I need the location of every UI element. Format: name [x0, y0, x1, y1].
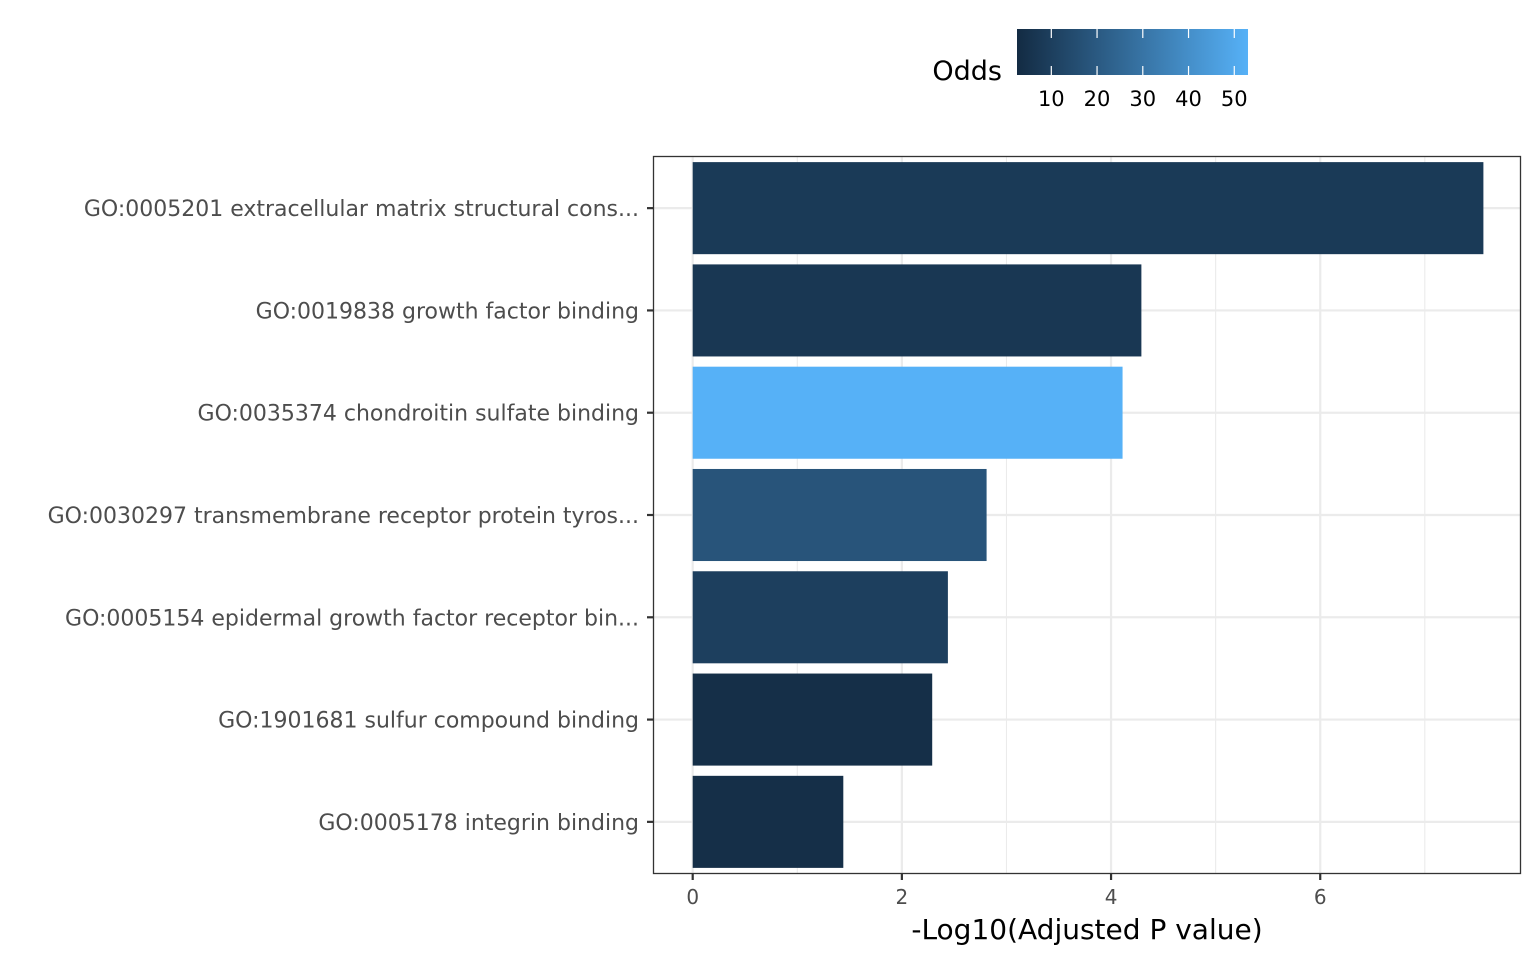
legend: Odds 10 20 30 40 50: [932, 29, 1248, 111]
colorbar-tick-label: 10: [1038, 87, 1065, 111]
x-tick-label: 2: [896, 885, 909, 909]
x-tick-label: 0: [686, 885, 699, 909]
bar: [692, 468, 987, 562]
bar: [692, 571, 948, 664]
bar: [692, 264, 1142, 357]
bar: [692, 673, 933, 766]
y-tick-label: GO:0005154 epidermal growth factor recep…: [65, 606, 639, 631]
x-axis: 0 2 4 6: [686, 873, 1327, 909]
y-axis: GO:0005201 extracellular matrix structur…: [48, 197, 654, 836]
colorbar: [1017, 29, 1248, 75]
bar: [692, 366, 1123, 459]
y-tick-label: GO:0035374 chondroitin sulfate binding: [198, 402, 639, 427]
y-tick-label: GO:1901681 sulfur compound binding: [218, 709, 639, 734]
y-tick-label: GO:0019838 growth factor binding: [256, 299, 639, 324]
y-tick-label: GO:0030297 transmembrane receptor protei…: [48, 504, 639, 529]
colorbar-tick-label: 40: [1175, 87, 1202, 111]
y-tick-label: GO:0005178 integrin binding: [318, 811, 639, 836]
bar: [692, 775, 844, 868]
colorbar-ticks: 10 20 30 40 50: [1038, 29, 1248, 111]
colorbar-tick-label: 20: [1084, 87, 1111, 111]
x-tick-label: 6: [1314, 885, 1327, 909]
legend-title: Odds: [932, 56, 1002, 87]
y-tick-label: GO:0005201 extracellular matrix structur…: [84, 197, 639, 222]
x-tick-label: 4: [1105, 885, 1118, 909]
bars: [692, 162, 1484, 868]
x-axis-title: -Log10(Adjusted P value): [911, 913, 1262, 946]
bar: [692, 162, 1484, 255]
colorbar-tick-label: 30: [1129, 87, 1156, 111]
colorbar-tick-label: 50: [1221, 87, 1248, 111]
